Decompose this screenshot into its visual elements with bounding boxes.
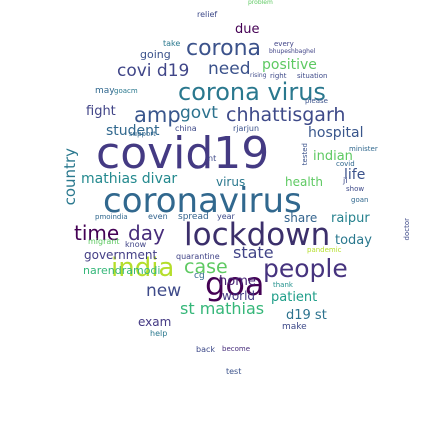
word-health: health xyxy=(285,175,323,189)
word-pandemic: pandemic xyxy=(307,246,342,254)
word-help: help xyxy=(150,329,168,338)
word-home: home xyxy=(219,274,256,289)
word-rising: rising xyxy=(250,72,267,79)
word-mathias-divar: mathias divar xyxy=(81,171,178,187)
word-d19-st: d19 st xyxy=(286,308,327,323)
word-covid19: covid19 xyxy=(96,128,270,179)
word-need: need xyxy=(208,59,251,79)
word-govt: govt xyxy=(180,103,218,123)
word-new: new xyxy=(146,281,182,301)
word-positive: positive xyxy=(262,57,317,73)
word-st-mathias: st mathias xyxy=(180,299,265,318)
word-case: case xyxy=(184,256,228,278)
word-take: take xyxy=(163,39,181,48)
word-migrant: migrant xyxy=(88,237,120,246)
word-right: right xyxy=(270,72,287,80)
word-bhupeshbaghel: bhupeshbaghel xyxy=(269,48,316,55)
word-narendramodi: narendramodi xyxy=(83,264,161,277)
word-day: day xyxy=(128,221,165,245)
word-cg: cg xyxy=(194,271,205,281)
word-time: time xyxy=(74,221,120,245)
word-minister: minister xyxy=(349,145,378,153)
word-amp: amp xyxy=(134,103,181,127)
word-doctor: doctor xyxy=(403,218,411,241)
word-test: test xyxy=(226,367,242,376)
word-state: state xyxy=(233,243,274,262)
word-fight: fight xyxy=(86,104,116,119)
word-quarantine: quarantine xyxy=(176,252,220,261)
word-know: know xyxy=(125,240,147,249)
word-even: even xyxy=(148,212,168,221)
word-situation: situation xyxy=(297,72,328,80)
word-india: india xyxy=(111,253,175,283)
word-become: become xyxy=(222,345,251,353)
word-goa: goa xyxy=(205,265,265,303)
word-lockdown: lockdown xyxy=(184,217,331,253)
word-pmoindia: pmoindia xyxy=(95,213,128,221)
word-life: life xyxy=(344,167,366,183)
word-patient: patient xyxy=(271,290,318,305)
word-please: please xyxy=(305,97,328,105)
word-coronavirus: coronavirus xyxy=(103,181,302,221)
word-government: government xyxy=(84,248,158,262)
word-relief: relief xyxy=(197,10,218,19)
word-nt: nt xyxy=(208,154,217,163)
word-covid: covid xyxy=(336,160,355,168)
word-year: year xyxy=(217,212,235,221)
word-today: today xyxy=(335,233,372,248)
word-ji: ji xyxy=(343,176,348,185)
word-exam: exam xyxy=(138,315,172,329)
word-back: back xyxy=(196,345,216,354)
word-tested: tested xyxy=(301,143,309,166)
word-due: due xyxy=(235,22,260,37)
word-goacm: goacm xyxy=(114,87,138,95)
word-virus: virus xyxy=(216,175,246,189)
word-corona: corona xyxy=(186,36,262,61)
word-show: show xyxy=(346,185,365,193)
word-indian: indian xyxy=(313,149,353,164)
word-world: world xyxy=(222,289,256,303)
word-corona-virus: corona virus xyxy=(178,78,326,106)
word-chhattisgarh: chhattisgarh xyxy=(226,104,346,126)
word-country: country xyxy=(61,148,79,206)
word-people: people xyxy=(263,254,348,283)
word-hospital: hospital xyxy=(308,125,364,141)
word-thank: thank xyxy=(273,281,293,289)
word-spread: spread xyxy=(178,212,209,222)
word-problem: problem xyxy=(248,0,273,6)
word-covi-d19: covi d19 xyxy=(117,61,190,81)
word-goan: goan xyxy=(351,196,369,204)
word-share: share xyxy=(284,211,318,225)
word-rjarjun: rjarjun xyxy=(233,124,260,133)
word-raipur: raipur xyxy=(331,211,370,226)
word-support: support xyxy=(129,130,156,138)
word-going: going xyxy=(140,48,171,61)
word-china: china xyxy=(175,124,197,133)
word-student: student xyxy=(106,123,160,139)
word-may: may xyxy=(95,86,115,96)
word-every: every xyxy=(274,40,294,48)
word-make: make xyxy=(282,322,307,332)
